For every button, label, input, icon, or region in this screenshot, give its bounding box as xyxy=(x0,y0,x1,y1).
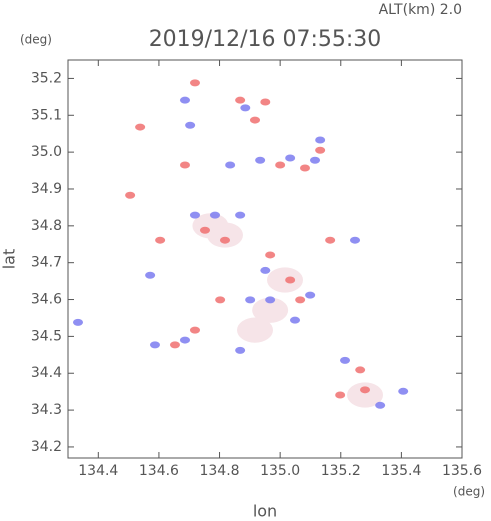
echo-point xyxy=(252,297,289,323)
y-tick-label: 34.5 xyxy=(31,328,62,344)
y-tick-label: 35.1 xyxy=(31,107,62,123)
echo-point xyxy=(285,154,296,162)
echo-point xyxy=(340,356,351,364)
echo-point xyxy=(189,326,200,334)
echo-point xyxy=(149,341,160,349)
echo-point xyxy=(240,104,251,112)
echo-point xyxy=(398,387,409,395)
echo-point xyxy=(305,291,316,299)
x-tick-label: 135.2 xyxy=(321,463,361,479)
echo-point xyxy=(260,98,271,106)
y-unit: (deg) xyxy=(20,33,52,47)
echo-point xyxy=(310,156,321,164)
x-unit: (deg) xyxy=(453,485,485,499)
echo-point xyxy=(360,386,371,394)
echo-point xyxy=(189,211,200,219)
echo-point xyxy=(347,382,384,408)
echo-point xyxy=(255,156,266,164)
y-axis-label: lat xyxy=(0,249,19,270)
echo-point xyxy=(265,251,276,259)
echo-point xyxy=(179,161,190,169)
y-tick-label: 34.6 xyxy=(31,292,62,308)
y-tick-label: 34.8 xyxy=(31,218,62,234)
plot-frame xyxy=(67,59,463,459)
echo-point xyxy=(260,266,271,274)
y-tick-label: 34.7 xyxy=(31,255,62,271)
echo-point xyxy=(73,318,84,326)
echo-point xyxy=(209,211,220,219)
echo-point xyxy=(135,123,146,131)
y-tick-label: 35.0 xyxy=(31,144,62,160)
x-tick-label: 134.6 xyxy=(139,463,179,479)
echo-point xyxy=(245,296,256,304)
x-tick-label: 135.4 xyxy=(381,463,421,479)
echo-point xyxy=(155,236,166,244)
echo-point xyxy=(169,341,180,349)
chart-title: 2019/12/16 07:55:30 xyxy=(149,27,382,52)
echo-point xyxy=(315,146,326,154)
echo-point xyxy=(235,96,246,104)
y-tick-label: 34.4 xyxy=(31,365,62,381)
echo-point xyxy=(275,161,286,169)
x-tick-label: 134.8 xyxy=(199,463,239,479)
echo-point xyxy=(355,366,366,374)
echo-point xyxy=(219,236,230,244)
y-tick-label: 35.2 xyxy=(31,70,62,86)
echo-point xyxy=(235,211,246,219)
echo-point xyxy=(185,121,196,129)
echo-point xyxy=(225,161,236,169)
echo-point xyxy=(300,164,311,172)
subtitle: ALT(km) 2.0 xyxy=(379,2,462,18)
x-tick-label: 135.6 xyxy=(442,463,482,479)
echo-point xyxy=(267,267,304,293)
echo-point xyxy=(179,96,190,104)
echo-point xyxy=(315,136,326,144)
echo-point xyxy=(249,116,260,124)
echo-point xyxy=(325,236,336,244)
echo-point xyxy=(285,276,296,284)
echo-point xyxy=(236,317,273,343)
echo-point xyxy=(290,316,301,324)
x-axis-label: lon xyxy=(253,502,277,521)
echo-point xyxy=(179,336,190,344)
echo-point xyxy=(265,296,276,304)
x-tick-label: 135.0 xyxy=(260,463,300,479)
echo-point xyxy=(199,226,210,234)
echo-point xyxy=(335,391,346,399)
echo-point xyxy=(350,236,361,244)
echo-point xyxy=(145,271,156,279)
echo-point xyxy=(295,296,306,304)
y-tick-label: 34.3 xyxy=(31,402,62,418)
y-tick-label: 34.2 xyxy=(31,439,62,455)
echo-point xyxy=(125,191,136,199)
x-tick-label: 134.4 xyxy=(78,463,118,479)
echo-point xyxy=(189,79,200,87)
echo-point xyxy=(375,401,386,409)
y-tick-label: 34.9 xyxy=(31,181,62,197)
echo-point xyxy=(235,346,246,354)
echo-point xyxy=(215,296,226,304)
